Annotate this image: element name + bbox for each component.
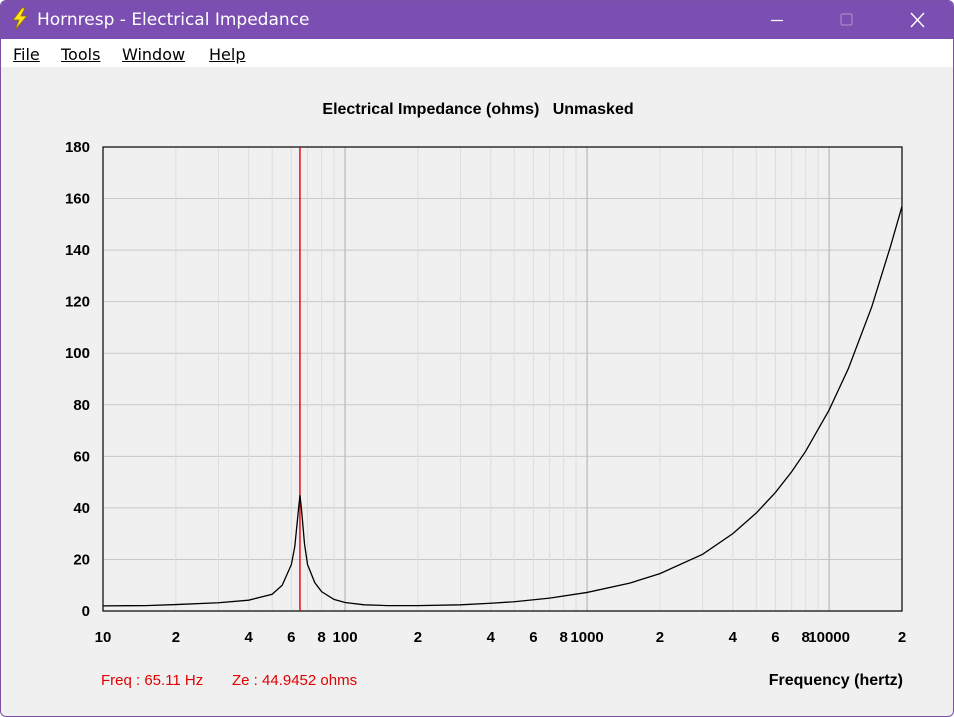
x-tick-label: 8 <box>802 629 810 646</box>
x-tick-label: 2 <box>414 629 422 646</box>
close-button[interactable] <box>894 1 940 39</box>
y-axis-ticks: 0 20 40 60 80 100 120 140 160 180 <box>65 139 90 620</box>
window-title: Hornresp - Electrical Impedance <box>37 10 310 30</box>
y-tick-label: 180 <box>65 139 90 156</box>
x-tick-label: 100 <box>333 629 358 646</box>
chart-title: Electrical Impedance (ohms) Unmasked <box>322 101 633 118</box>
y-tick-label: 40 <box>73 500 90 517</box>
menu-tools[interactable]: Tools <box>61 45 100 64</box>
minimize-button[interactable] <box>754 1 800 39</box>
x-tick-label: 4 <box>487 629 496 646</box>
x-tick-label: 4 <box>245 629 254 646</box>
menu-file-label: File <box>13 45 40 64</box>
x-tick-label: 6 <box>287 629 295 646</box>
menu-window-label: Window <box>122 45 186 64</box>
y-tick-label: 60 <box>73 448 90 465</box>
x-tick-label: 2 <box>656 629 664 646</box>
grid <box>103 146 902 612</box>
y-tick-label: 160 <box>65 191 90 208</box>
x-tick-label: 2 <box>172 629 180 646</box>
y-tick-label: 140 <box>65 242 90 259</box>
x-tick-label: 2 <box>898 629 906 646</box>
menu-window[interactable]: Window <box>122 45 185 64</box>
y-tick-label: 0 <box>82 603 90 620</box>
x-tick-label: 10 <box>95 629 112 646</box>
x-tick-label: 1000 <box>570 629 603 646</box>
y-tick-label: 80 <box>73 397 90 414</box>
impedance-curve <box>102 206 903 607</box>
menu-bar: File Tools Window Help <box>1 39 953 67</box>
frequency-readout: Freq : 65.11 Hz <box>101 672 203 689</box>
menu-help[interactable]: Help <box>209 45 245 64</box>
menu-file[interactable]: File <box>13 45 40 64</box>
x-tick-label: 8 <box>559 629 567 646</box>
menu-help-label: Help <box>209 45 246 64</box>
y-tick-label: 120 <box>65 294 90 311</box>
x-axis-label: Frequency (hertz) <box>769 672 903 689</box>
y-tick-label: 100 <box>65 345 90 362</box>
impedance-readout: Ze : 44.9452 ohms <box>232 672 357 689</box>
plot-frame <box>102 146 903 612</box>
lightning-icon <box>12 7 28 31</box>
x-tick-label: 4 <box>729 629 738 646</box>
x-tick-label: 10000 <box>808 629 850 646</box>
x-tick-label: 6 <box>529 629 537 646</box>
x-tick-label: 6 <box>771 629 779 646</box>
title-bar: Hornresp - Electrical Impedance <box>1 1 953 39</box>
maximize-button[interactable] <box>823 1 869 39</box>
x-tick-label: 8 <box>317 629 325 646</box>
menu-tools-label: Tools <box>61 45 101 64</box>
y-tick-label: 20 <box>73 551 90 568</box>
